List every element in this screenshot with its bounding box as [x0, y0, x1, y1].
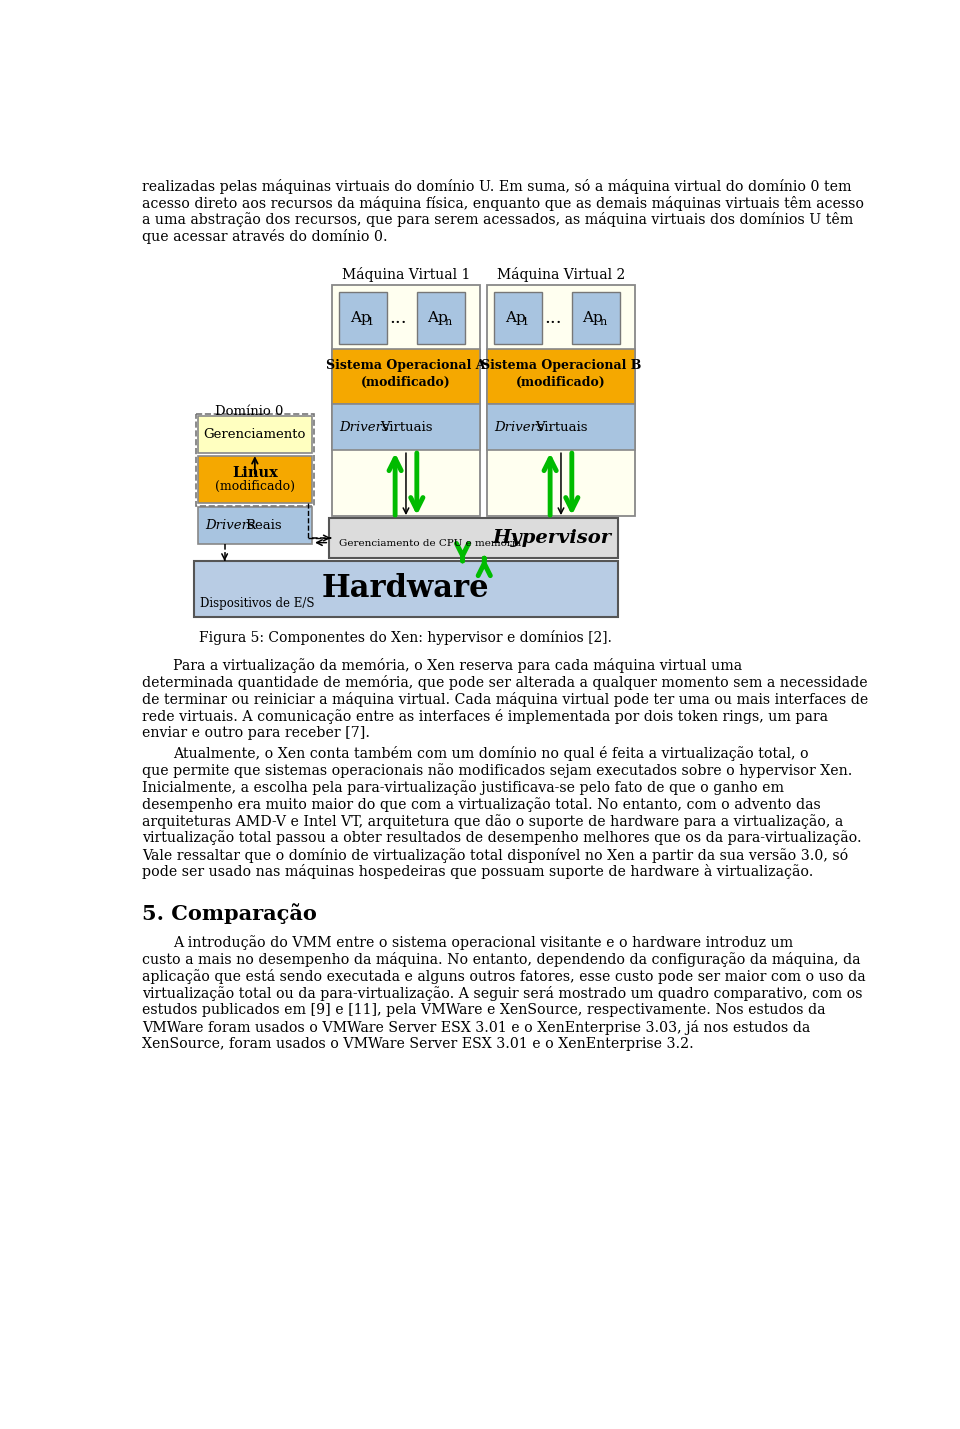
- Bar: [487, 404, 636, 450]
- Text: Drivers: Drivers: [205, 519, 255, 532]
- Text: Atualmente, o Xen conta também com um domínio no qual é feita a virtualização to: Atualmente, o Xen conta também com um do…: [173, 746, 808, 760]
- Text: acesso direto aos recursos da máquina física, enquanto que as demais máquinas vi: acesso direto aos recursos da máquina fí…: [142, 196, 864, 210]
- Text: Vale ressaltar que o domínio de virtualização total disponível no Xen a partir d: Vale ressaltar que o domínio de virtuali…: [142, 847, 848, 863]
- Text: Máquina Virtual 2: Máquina Virtual 2: [497, 267, 625, 283]
- Text: 1: 1: [367, 317, 373, 327]
- Bar: [331, 286, 480, 516]
- Text: rede virtuais. A comunicação entre as interfaces é implementada por dois token r: rede virtuais. A comunicação entre as in…: [142, 709, 828, 725]
- Text: Gerenciamento: Gerenciamento: [204, 429, 306, 442]
- Text: Dispositivos de E/S: Dispositivos de E/S: [200, 597, 314, 610]
- Text: (modificado): (modificado): [516, 376, 606, 389]
- Text: Hardware: Hardware: [322, 573, 490, 604]
- Bar: [572, 292, 620, 344]
- Text: Domínio 0: Domínio 0: [215, 404, 284, 417]
- Text: realizadas pelas máquinas virtuais do domínio U. Em suma, só a máquina virtual d: realizadas pelas máquinas virtuais do do…: [142, 179, 852, 194]
- Text: a uma abstração dos recursos, que para serem acessados, as máquina virtuais dos : a uma abstração dos recursos, que para s…: [142, 213, 852, 227]
- Text: Virtuais: Virtuais: [380, 420, 433, 433]
- Bar: [487, 349, 636, 404]
- Bar: [194, 562, 617, 616]
- Bar: [331, 404, 480, 450]
- Bar: [198, 456, 312, 503]
- Text: Reais: Reais: [246, 519, 282, 532]
- Text: aplicação que está sendo executada e alguns outros fatores, esse custo pode ser : aplicação que está sendo executada e alg…: [142, 969, 865, 985]
- Text: Para a virtualização da memória, o Xen reserva para cada máquina virtual uma: Para a virtualização da memória, o Xen r…: [173, 659, 742, 673]
- Text: que acessar através do domínio 0.: que acessar através do domínio 0.: [142, 229, 387, 244]
- Text: ...: ...: [544, 309, 562, 327]
- Bar: [198, 507, 312, 544]
- Bar: [487, 286, 636, 516]
- Text: Drivers: Drivers: [339, 420, 389, 433]
- Text: virtualização total passou a obter resultados de desempenho melhores que os da p: virtualização total passou a obter resul…: [142, 830, 861, 846]
- Text: Ap: Ap: [583, 310, 603, 324]
- Text: estudos publicados em [9] e [11], pela VMWare e XenSource, respectivamente. Nos : estudos publicados em [9] e [11], pela V…: [142, 1003, 826, 1017]
- Text: (modificado): (modificado): [361, 376, 451, 389]
- Text: Máquina Virtual 1: Máquina Virtual 1: [342, 267, 470, 283]
- Text: Virtuais: Virtuais: [536, 420, 588, 433]
- Text: Gerenciamento de CPU e memória: Gerenciamento de CPU e memória: [339, 539, 520, 547]
- Text: Sistema Operacional A: Sistema Operacional A: [326, 359, 486, 372]
- Text: custo a mais no desempenho da máquina. No entanto, dependendo da configuração da: custo a mais no desempenho da máquina. N…: [142, 952, 860, 967]
- Text: determinada quantidade de memória, que pode ser alterada a qualquer momento sem : determinada quantidade de memória, que p…: [142, 674, 867, 690]
- Text: Figura 5: Componentes do Xen: hypervisor e domínios [2].: Figura 5: Componentes do Xen: hypervisor…: [199, 630, 612, 646]
- Text: Drivers: Drivers: [494, 420, 544, 433]
- Text: Ap: Ap: [427, 310, 448, 324]
- Text: desempenho era muito maior do que com a virtualização total. No entanto, com o a: desempenho era muito maior do que com a …: [142, 797, 821, 812]
- Bar: [329, 517, 617, 557]
- Text: Hypervisor: Hypervisor: [492, 529, 612, 547]
- Text: n: n: [599, 317, 607, 327]
- Text: ...: ...: [390, 309, 407, 327]
- Bar: [339, 292, 388, 344]
- Text: pode ser usado nas máquinas hospedeiras que possuam suporte de hardware à virtua: pode ser usado nas máquinas hospedeiras …: [142, 865, 813, 879]
- Text: (modificado): (modificado): [215, 480, 295, 493]
- Text: Ap: Ap: [349, 310, 371, 324]
- Text: Linux: Linux: [232, 466, 277, 480]
- Text: VMWare foram usados o VMWare Server ESX 3.01 e o XenEnterprise 3.03, já nos estu: VMWare foram usados o VMWare Server ESX …: [142, 1020, 810, 1035]
- Text: arquiteturas AMD-V e Intel VT, arquitetura que dão o suporte de hardware para a : arquiteturas AMD-V e Intel VT, arquitetu…: [142, 813, 843, 829]
- Text: virtualização total ou da para-virtualização. A seguir será mostrado um quadro c: virtualização total ou da para-virtualiz…: [142, 986, 862, 1002]
- Text: 1: 1: [522, 317, 529, 327]
- Bar: [494, 292, 542, 344]
- Text: XenSource, foram usados o VMWare Server ESX 3.01 e o XenEnterprise 3.2.: XenSource, foram usados o VMWare Server …: [142, 1037, 693, 1050]
- Text: Ap: Ap: [505, 310, 526, 324]
- Text: enviar e outro para receber [7].: enviar e outro para receber [7].: [142, 726, 370, 740]
- Text: que permite que sistemas operacionais não modificados sejam executados sobre o h: que permite que sistemas operacionais nã…: [142, 763, 852, 777]
- Text: n: n: [444, 317, 451, 327]
- Text: Sistema Operacional B: Sistema Operacional B: [481, 359, 641, 372]
- Text: 5. Comparação: 5. Comparação: [142, 903, 317, 923]
- Text: Inicialmente, a escolha pela para-virtualização justificava-se pelo fato de que : Inicialmente, a escolha pela para-virtua…: [142, 780, 783, 795]
- Bar: [417, 292, 465, 344]
- Bar: [196, 414, 314, 506]
- Text: A introdução do VMM entre o sistema operacional visitante e o hardware introduz : A introdução do VMM entre o sistema oper…: [173, 936, 793, 950]
- Text: de terminar ou reiniciar a máquina virtual. Cada máquina virtual pode ter uma ou: de terminar ou reiniciar a máquina virtu…: [142, 692, 868, 707]
- Bar: [198, 416, 312, 453]
- Bar: [331, 349, 480, 404]
